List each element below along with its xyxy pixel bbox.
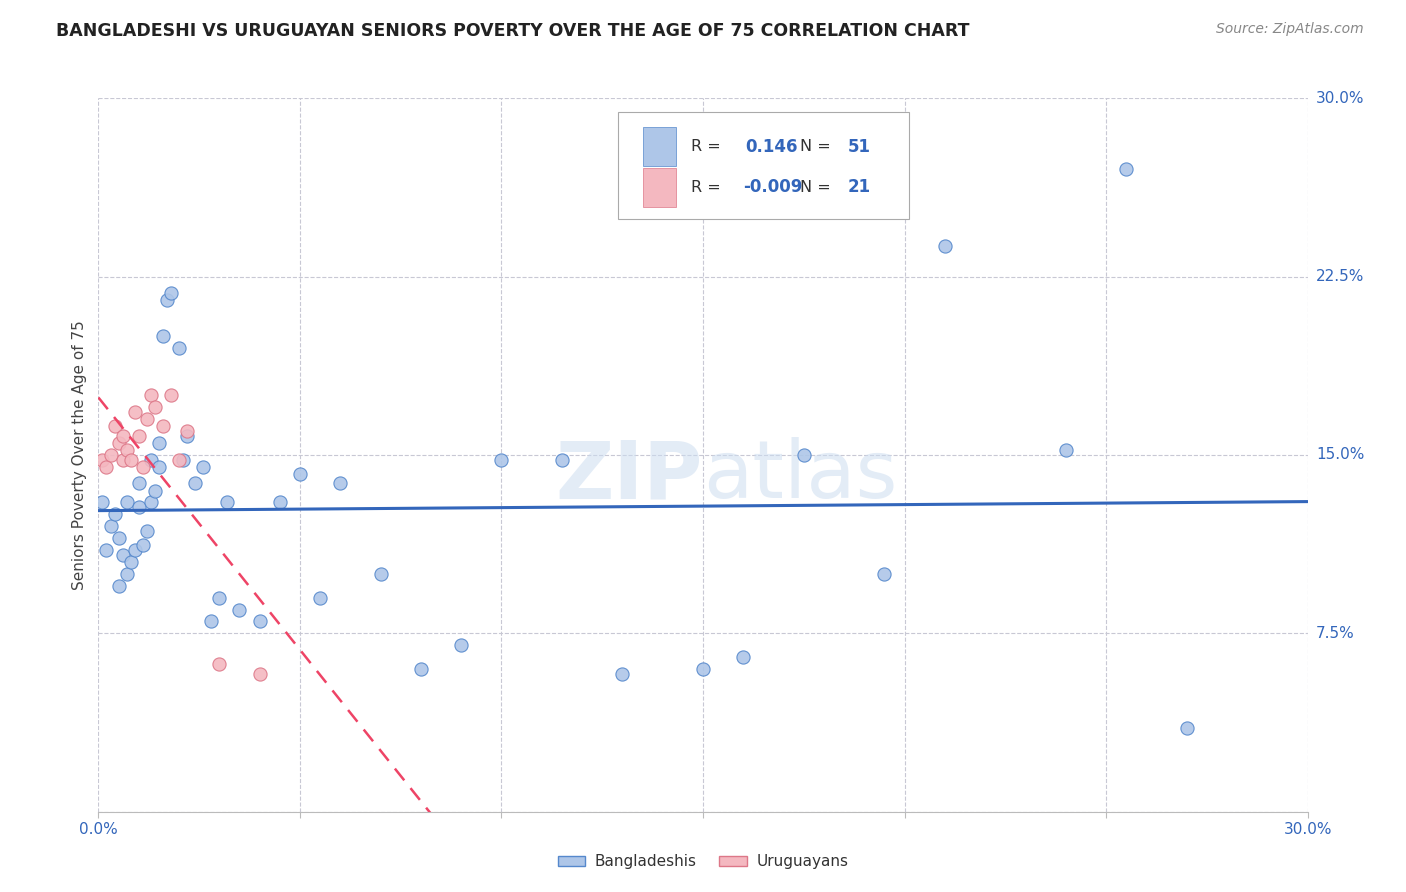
Point [132, 538, 155, 552]
Point [120, 555, 142, 569]
Point [1054, 443, 1077, 458]
Text: 51: 51 [848, 137, 872, 155]
FancyBboxPatch shape [643, 168, 676, 207]
Point [135, 524, 157, 538]
Point [551, 452, 574, 467]
Point [612, 666, 634, 681]
Point [128, 476, 150, 491]
Point [193, 459, 215, 474]
Point [152, 329, 174, 343]
Point [184, 476, 207, 491]
Text: 7.5%: 7.5% [1316, 626, 1354, 640]
Point [249, 615, 271, 629]
Point [160, 388, 183, 402]
Point [124, 405, 146, 419]
Point [249, 666, 271, 681]
Point [124, 543, 146, 558]
Text: 22.5%: 22.5% [1316, 269, 1364, 284]
Point [139, 452, 162, 467]
Point [692, 662, 714, 676]
Point [107, 531, 129, 545]
Point [1175, 722, 1198, 736]
Point [167, 341, 190, 355]
Point [143, 401, 166, 415]
Point [143, 483, 166, 498]
Point [91, 495, 114, 509]
Point [733, 650, 755, 665]
Text: 15.0%: 15.0% [1316, 448, 1364, 462]
Y-axis label: Seniors Poverty Over the Age of 75: Seniors Poverty Over the Age of 75 [72, 320, 87, 590]
Point [217, 495, 239, 509]
Text: atlas: atlas [703, 437, 897, 516]
Point [160, 286, 183, 301]
Point [873, 566, 896, 581]
Point [103, 419, 125, 434]
Point [139, 495, 162, 509]
Point [208, 657, 231, 672]
Point [132, 459, 155, 474]
Point [172, 452, 194, 467]
Point [128, 500, 150, 515]
Point [139, 388, 162, 402]
Text: 21: 21 [848, 178, 872, 196]
Point [288, 467, 311, 481]
Point [107, 579, 129, 593]
Point [148, 459, 170, 474]
Point [370, 566, 392, 581]
Point [269, 495, 291, 509]
Text: -0.009: -0.009 [742, 178, 803, 196]
Point [208, 591, 231, 605]
Point [156, 293, 179, 308]
Point [115, 443, 138, 458]
Point [96, 459, 118, 474]
Text: ZIP: ZIP [555, 437, 703, 516]
Text: N =: N = [800, 180, 831, 194]
Text: N =: N = [800, 139, 831, 154]
Point [128, 429, 150, 443]
Point [103, 508, 125, 522]
Text: 30.0%: 30.0% [1316, 91, 1364, 105]
Point [115, 566, 138, 581]
Point [96, 543, 118, 558]
Point [409, 662, 432, 676]
Point [329, 476, 352, 491]
Point [934, 238, 956, 252]
Text: Source: ZipAtlas.com: Source: ZipAtlas.com [1216, 22, 1364, 37]
Point [135, 412, 157, 426]
Point [176, 424, 198, 438]
Point [120, 452, 142, 467]
Point [167, 452, 190, 467]
Point [491, 452, 513, 467]
Point [450, 638, 472, 652]
Point [152, 419, 174, 434]
Text: R =: R = [690, 139, 721, 154]
Text: BANGLADESHI VS URUGUAYAN SENIORS POVERTY OVER THE AGE OF 75 CORRELATION CHART: BANGLADESHI VS URUGUAYAN SENIORS POVERTY… [56, 22, 970, 40]
Point [309, 591, 332, 605]
Legend: Bangladeshis, Uruguayans: Bangladeshis, Uruguayans [551, 848, 855, 875]
Text: R =: R = [690, 180, 721, 194]
Point [111, 548, 134, 562]
Point [115, 495, 138, 509]
Point [1115, 162, 1137, 177]
FancyBboxPatch shape [619, 112, 908, 219]
Point [107, 436, 129, 450]
Point [100, 448, 122, 462]
Point [111, 429, 134, 443]
FancyBboxPatch shape [643, 127, 676, 166]
Point [200, 615, 222, 629]
Point [91, 452, 114, 467]
Text: 0.146: 0.146 [745, 137, 797, 155]
Point [111, 452, 134, 467]
Point [100, 519, 122, 533]
Point [176, 429, 198, 443]
Point [148, 436, 170, 450]
Point [793, 448, 815, 462]
Point [228, 602, 250, 616]
